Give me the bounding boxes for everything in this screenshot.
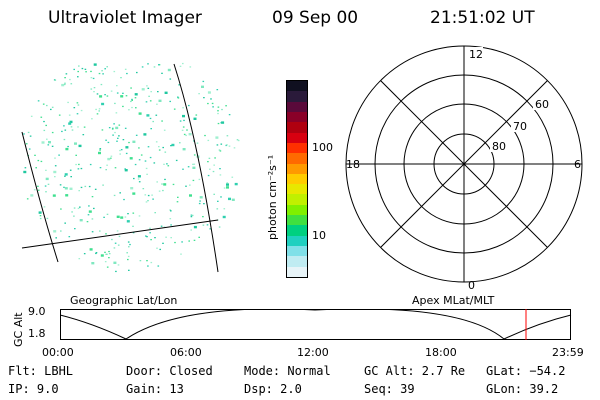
auroral-image-geographic <box>21 62 240 273</box>
altitude-plot-frame <box>60 309 571 340</box>
altitude-ytick-top: 9.0 <box>28 305 46 318</box>
colorbar-band-5 <box>287 132 307 143</box>
time-tick-0600: 06:00 <box>170 346 202 359</box>
polar-mlt-plot: 12 18 6 0 60 70 80 <box>345 45 583 292</box>
altitude-plot <box>60 309 572 340</box>
colorbar-band-6 <box>287 142 307 154</box>
mlat-label-80: 80 <box>492 140 506 153</box>
ip-info: IP: 9.0 <box>8 382 59 396</box>
colorbar-band-17 <box>287 256 307 267</box>
geographic-grid-label: Geographic Lat/Lon <box>70 294 178 307</box>
meridian-diag-2 <box>380 80 548 248</box>
time-tick-0000: 00:00 <box>42 346 74 359</box>
seq-info: Seq: 39 <box>364 382 415 396</box>
colorbar-band-8 <box>287 163 307 174</box>
colorbar-unit-label: photon cm⁻²s⁻¹ <box>266 154 279 240</box>
altitude-ylabel: GC Alt <box>12 312 25 347</box>
colorbar-band-3 <box>287 111 307 123</box>
mlat-label-70: 70 <box>513 120 527 133</box>
mlt-label-6: 6 <box>574 158 581 171</box>
dsp-info: Dsp: 2.0 <box>244 382 302 396</box>
gc-alt-info: GC Alt: 2.7 Re <box>364 364 466 378</box>
colorbar-band-16 <box>287 246 307 257</box>
mlt-label-12: 12 <box>469 48 483 61</box>
colorbar-band-14 <box>287 225 307 236</box>
time-tick-2359: 23:59 <box>552 346 584 359</box>
colorbar-band-7 <box>287 153 307 164</box>
gain-info: Gain: 13 <box>126 382 184 396</box>
door-info: Door: Closed <box>126 364 213 378</box>
glon-info: GLon: 39.2 <box>486 382 559 396</box>
colorbar-band-9 <box>287 173 307 185</box>
colorbar-band-18 <box>287 266 307 277</box>
instrument-title: Ultraviolet Imager <box>48 8 202 28</box>
colorbar-tick-100: 100 <box>312 141 333 154</box>
mlt-label-0: 0 <box>468 279 475 292</box>
longitude-line-left <box>21 131 59 263</box>
colorbar-band-13 <box>287 215 307 226</box>
observation-time: 21:51:02 UT <box>430 8 535 28</box>
observation-date: 09 Sep 00 <box>272 8 359 28</box>
mlat-label-60: 60 <box>535 98 549 111</box>
filter-info: Flt: LBHL <box>8 364 74 378</box>
time-tick-1200: 12:00 <box>297 346 329 359</box>
apex-grid-label: Apex MLat/MLT <box>412 294 495 307</box>
colorbar-tick-10: 10 <box>312 229 326 242</box>
colorbar-band-12 <box>287 204 307 216</box>
altitude-curve <box>60 309 572 340</box>
colorbar-band-1 <box>287 91 307 102</box>
time-tick-1800: 18:00 <box>425 346 457 359</box>
glat-info: GLat: −54.2 <box>486 364 566 378</box>
colorbar-band-0 <box>287 81 307 92</box>
colorbar-band-11 <box>287 194 307 205</box>
latitude-line <box>21 219 219 249</box>
colorbar-band-15 <box>287 235 307 246</box>
colorbar-band-10 <box>287 184 307 195</box>
auroral-emission-speckles <box>23 62 240 273</box>
colorbar-band-2 <box>287 101 307 112</box>
longitude-line-right <box>173 63 219 273</box>
colorbar-band-4 <box>287 122 307 133</box>
mode-info: Mode: Normal <box>244 364 331 378</box>
altitude-ytick-bottom: 1.8 <box>28 327 46 340</box>
colorbar <box>286 80 308 278</box>
mlt-label-18: 18 <box>346 158 360 171</box>
